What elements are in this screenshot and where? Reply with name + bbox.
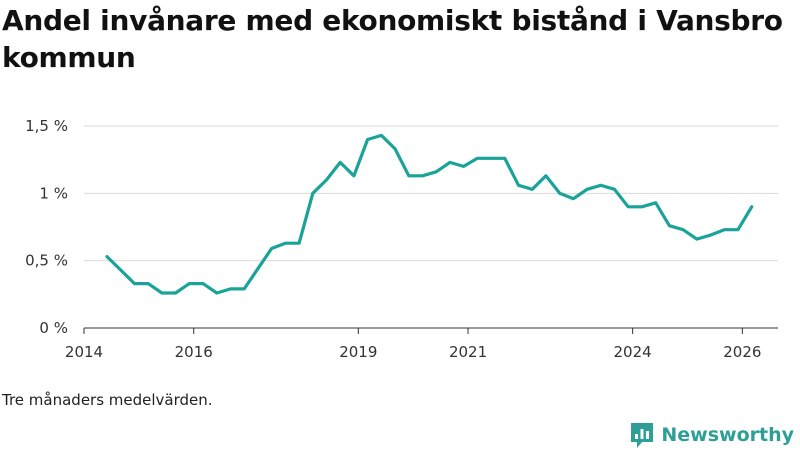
data-point [215,291,218,295]
data-point [119,268,123,272]
data-point [736,228,740,231]
x-tick-labels: 2014 2016 2019 2021 2024 2026 [65,343,762,361]
data-point [393,147,397,151]
data-point [572,197,575,200]
data-point [284,242,287,245]
data-point [517,184,520,187]
x-tick-label: 2019 [339,343,377,361]
data-point [366,138,369,141]
data-point [421,174,424,177]
data-point [695,237,698,241]
x-tick-label: 2014 [65,343,103,361]
y-tick-label: 0,5 % [25,252,68,270]
data-point [476,157,479,160]
data-point [243,287,246,291]
data-point [544,174,548,177]
data-point [531,188,534,191]
x-tick-label: 2024 [614,343,652,361]
y-grid [84,125,778,262]
y-tick-labels: 0 % 0,5 % 1 % 1,5 % [25,117,68,337]
data-point [352,174,356,177]
data-point [668,224,671,227]
data-point [627,205,630,208]
data-point [407,174,410,177]
series-line [105,133,754,295]
data-point [750,205,753,208]
chart-note: Tre månaders medelvärden. [2,391,213,409]
data-point [201,282,205,285]
data-point [613,188,616,191]
data-point [681,228,685,231]
data-point [270,247,273,250]
data-point [188,282,191,285]
brand-logo: Newsworthy [629,420,794,450]
data-point [297,242,301,245]
data-point [640,205,644,208]
data-point [229,287,232,291]
data-point [599,184,602,187]
data-point [585,188,589,191]
y-tick-label: 1 % [39,184,68,202]
x-ticks [83,328,743,334]
chart-title: Andel invånare med ekonomiskt bistånd i … [2,4,783,74]
data-point [723,228,726,231]
data-point [503,157,506,160]
data-point [105,255,109,258]
data-point [380,134,383,137]
data-point [654,201,657,204]
data-point [448,161,452,164]
brand-name: Newsworthy [661,424,794,446]
series-points [105,134,753,295]
newsworthy-logo-icon [631,423,654,448]
data-point [325,178,328,182]
x-tick-label: 2021 [449,343,487,361]
data-point [435,170,438,173]
data-point [160,291,164,295]
data-point [489,157,493,160]
data-point [462,165,465,168]
data-point [709,233,712,237]
y-tick-label: 0 % [39,319,68,337]
data-point [174,291,177,295]
y-tick-label: 1,5 % [25,117,68,135]
data-point [558,192,561,195]
x-tick-label: 2016 [175,343,213,361]
data-point [256,267,260,270]
line-chart: 0 % 0,5 % 1 % 1,5 % 2014 2016 2019 2021 2024 202… [25,117,778,361]
x-tick-label: 2026 [723,343,761,361]
data-point [339,161,342,164]
data-point [133,282,136,285]
data-point [147,282,150,285]
data-point [311,192,314,195]
